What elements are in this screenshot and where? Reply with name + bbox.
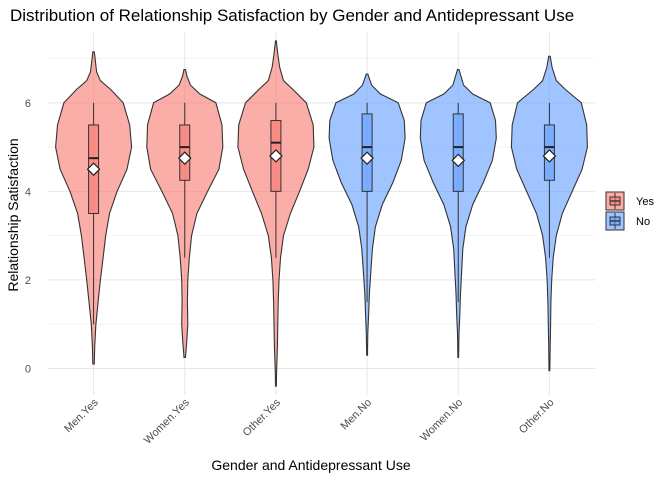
legend: Yes No bbox=[605, 191, 654, 231]
y-tick-label: 4 bbox=[25, 186, 31, 198]
x-tick-label: Women.No bbox=[418, 397, 465, 444]
mean-marker bbox=[542, 149, 557, 163]
mean-marker bbox=[269, 149, 283, 163]
legend-label: No bbox=[636, 216, 650, 228]
x-tick-label: Other.No bbox=[517, 397, 557, 437]
legend-item-yes: Yes bbox=[605, 191, 654, 211]
violin-group-men-no bbox=[328, 73, 406, 356]
violin-group-men-yes bbox=[55, 51, 133, 365]
violin-group-other-no bbox=[510, 55, 588, 372]
legend-item-no: No bbox=[605, 211, 650, 231]
y-axis-title: Relationship Satisfaction bbox=[5, 138, 21, 291]
x-tick-label: Men.No bbox=[338, 397, 374, 433]
y-tick-label: 0 bbox=[25, 363, 31, 375]
legend-label: Yes bbox=[636, 196, 654, 208]
y-tick-label: 6 bbox=[25, 98, 31, 110]
violin-group-women-yes bbox=[146, 69, 224, 358]
violin-layer bbox=[55, 40, 588, 387]
grid-layer bbox=[48, 32, 595, 395]
x-tick-label: Women.Yes bbox=[142, 396, 192, 446]
mean-marker bbox=[177, 151, 192, 166]
violin-group-women-no bbox=[419, 69, 497, 358]
chart-title: Distribution of Relationship Satisfactio… bbox=[10, 6, 574, 25]
mean-marker bbox=[451, 153, 466, 168]
box-iqr bbox=[452, 113, 464, 192]
x-tick-label: Other.Yes bbox=[241, 396, 284, 439]
violin-group-other-yes bbox=[237, 40, 315, 387]
mean-marker bbox=[86, 162, 101, 177]
mean-marker bbox=[360, 151, 374, 166]
y-tick-label: 2 bbox=[25, 275, 31, 287]
x-tick-label: Men.Yes bbox=[62, 396, 101, 435]
x-axis-title: Gender and Antidepressant Use bbox=[211, 457, 410, 473]
